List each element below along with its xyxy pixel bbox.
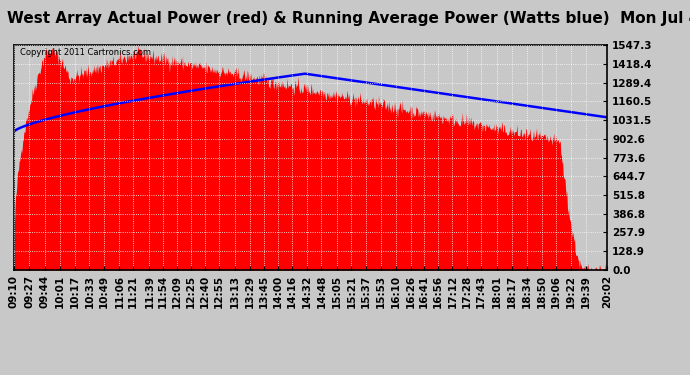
Text: West Array Actual Power (red) & Running Average Power (Watts blue)  Mon Jul 4 20: West Array Actual Power (red) & Running … bbox=[7, 11, 690, 26]
Text: Copyright 2011 Cartronics.com: Copyright 2011 Cartronics.com bbox=[20, 48, 150, 57]
